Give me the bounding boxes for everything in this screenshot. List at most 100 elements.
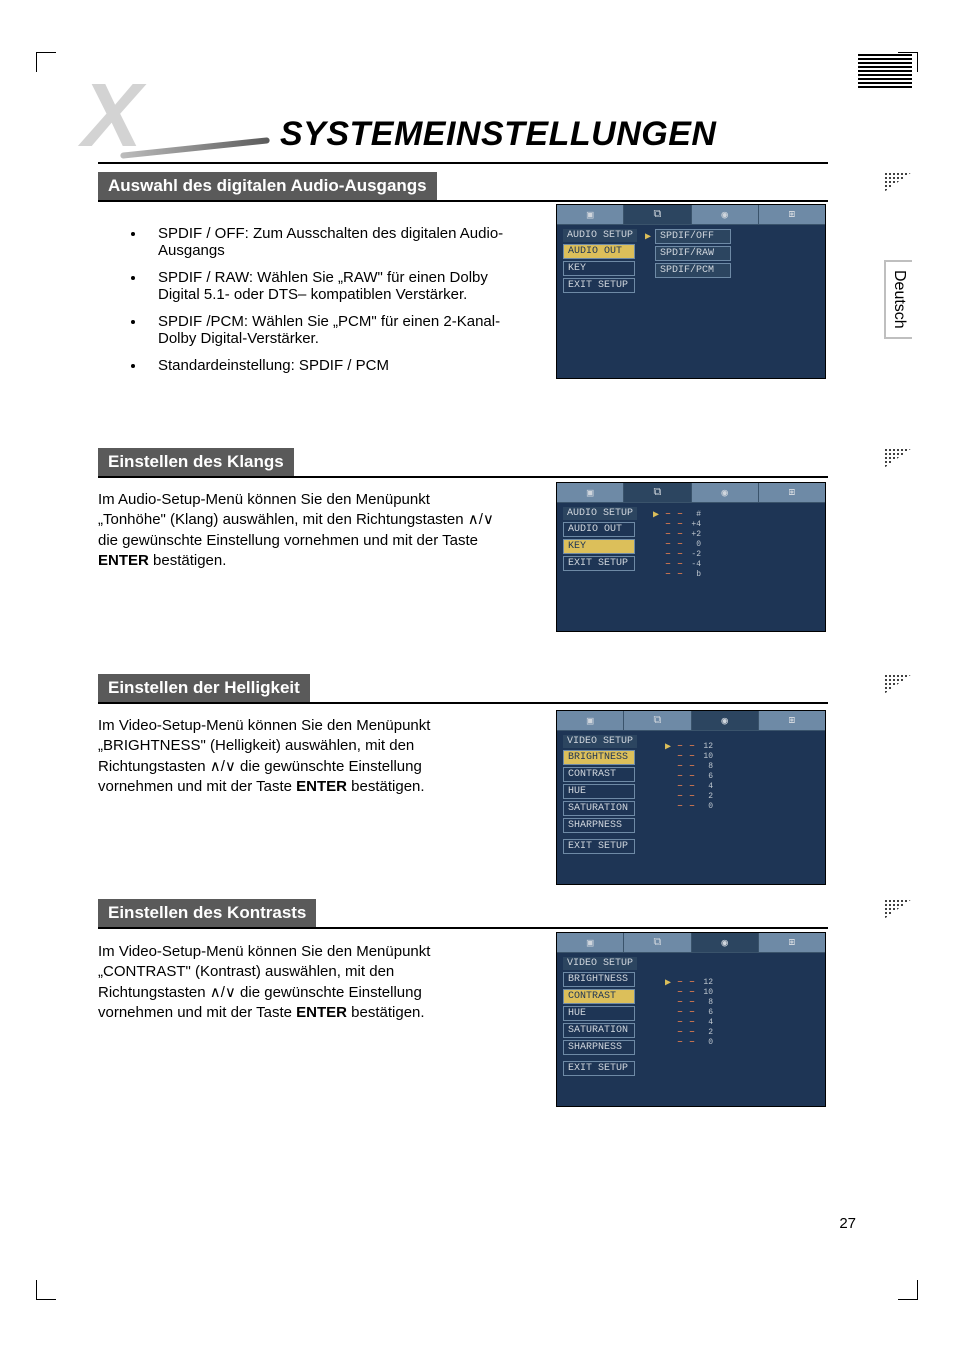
slider-label: 12 <box>701 978 713 987</box>
bullet-item: SPDIF / OFF: Zum Ausschalten des digital… <box>146 225 518 259</box>
osd-sub-item: SPDIF/RAW <box>655 246 731 261</box>
section3-body: Im Video-Setup-Menü können Sie den Menüp… <box>98 716 498 797</box>
osd-tab: ▣ <box>557 933 624 952</box>
osd-menu-item: HUE <box>563 784 635 799</box>
crop-mark-bl <box>36 1280 56 1300</box>
slider-label: b <box>689 570 701 579</box>
slider-label: -2 <box>689 550 701 559</box>
section-heading: Einstellen des Kontrasts <box>98 899 316 927</box>
osd-menu-item: SHARPNESS <box>563 818 635 833</box>
osd-menu-title: VIDEO SETUP <box>563 957 637 970</box>
arrows-glyph: ∧/∨ <box>210 984 236 1001</box>
title-underline <box>98 162 828 164</box>
osd-menu-item: HUE <box>563 1006 635 1021</box>
section-heading: Auswahl des digitalen Audio-Ausgangs <box>98 172 437 200</box>
enter-key-label: ENTER <box>296 1004 347 1021</box>
section-underline <box>98 702 828 704</box>
side-dot-pattern <box>884 172 912 192</box>
section2-body: Im Audio-Setup-Menü können Sie den Menüp… <box>98 490 498 571</box>
osd-menu-item-selected: BRIGHTNESS <box>563 750 635 765</box>
slider-label: 8 <box>701 998 713 1007</box>
osd-tabbar: ▣ ⧉ ◉ ⧆ <box>557 205 825 225</box>
arrows-glyph: ∧/∨ <box>468 511 494 528</box>
osd-menu-item: AUDIO OUT <box>563 522 635 537</box>
text-span: bestätigen. <box>347 778 425 795</box>
slider-label: 12 <box>701 742 713 751</box>
section-audio-out: Auswahl des digitalen Audio-Ausgangs <box>98 172 828 202</box>
text-span: die gewünschte Einstellung vornehmen und… <box>98 532 478 549</box>
section-helligkeit: Einstellen der Helligkeit <box>98 674 828 704</box>
osd-menu-item: EXIT SETUP <box>563 278 635 293</box>
osd-menu-title: VIDEO SETUP <box>563 735 637 748</box>
osd-menu-item-exit: EXIT SETUP <box>563 1061 635 1076</box>
osd-tab: ◉ <box>692 205 759 224</box>
slider-label: 10 <box>701 752 713 761</box>
osd-menu-item-selected: CONTRAST <box>563 989 635 1004</box>
osd-tabbar: ▣ ⧉ ◉ ⧆ <box>557 933 825 953</box>
text-span: bestätigen. <box>347 1004 425 1021</box>
osd-arrow-icon: ▶ <box>653 509 659 521</box>
slider-label: 2 <box>701 792 713 801</box>
osd-tab-active: ⧉ <box>624 205 691 224</box>
text-span: bestätigen. <box>149 552 227 569</box>
side-dot-pattern <box>884 899 912 919</box>
slider-label: 10 <box>701 988 713 997</box>
osd-menu-title: AUDIO SETUP <box>563 229 637 242</box>
osd-menu-item: EXIT SETUP <box>563 556 635 571</box>
osd-menu-item: SHARPNESS <box>563 1040 635 1055</box>
bullet-item: Standardeinstellung: SPDIF / PCM <box>146 357 518 374</box>
osd-tab: ◉ <box>692 483 759 502</box>
osd-menu-item-selected: AUDIO OUT <box>563 244 635 259</box>
osd-sub-item: SPDIF/OFF <box>655 229 731 244</box>
bullet-item: SPDIF /PCM: Wählen Sie „PCM" für einen 2… <box>146 313 518 347</box>
enter-key-label: ENTER <box>296 778 347 795</box>
osd-tab: ⧆ <box>759 205 825 224</box>
osd-tab-active: ◉ <box>692 933 759 952</box>
osd-tab: ⧉ <box>624 711 691 730</box>
osd-sub-item: SPDIF/PCM <box>655 263 731 278</box>
osd-menu-title: AUDIO SETUP <box>563 507 637 520</box>
slider-label: 6 <box>701 772 713 781</box>
slider-label: 4 <box>701 1018 713 1027</box>
osd-slider: ▶ ––12 ––10 ––8 ––6 ––4 ––2 ––0 <box>677 977 713 1047</box>
osd-tab: ⧆ <box>759 933 825 952</box>
osd-tabbar: ▣ ⧉ ◉ ⧆ <box>557 711 825 731</box>
osd-screenshot-contrast: ▣ ⧉ ◉ ⧆ VIDEO SETUP BRIGHTNESS CONTRAST … <box>556 932 826 1107</box>
osd-tab: ⧆ <box>759 711 825 730</box>
slider-label: 0 <box>689 540 701 549</box>
osd-submenu: ▶ SPDIF/OFF SPDIF/RAW SPDIF/PCM <box>655 229 731 280</box>
slider-label: 4 <box>701 782 713 791</box>
section-underline <box>98 927 828 929</box>
swoosh-decoration <box>120 137 270 159</box>
section-heading: Einstellen des Klangs <box>98 448 294 476</box>
section-klang: Einstellen des Klangs <box>98 448 828 478</box>
osd-tab: ⧆ <box>759 483 825 502</box>
page-number: 27 <box>839 1215 856 1232</box>
section4-body: Im Video-Setup-Menü können Sie den Menüp… <box>98 942 498 1023</box>
text-span: Im Audio-Setup-Menü können Sie den Menüp… <box>98 491 468 528</box>
slider-label: # <box>689 510 701 519</box>
slider-label: +4 <box>689 520 701 529</box>
osd-menu-item: SATURATION <box>563 801 635 816</box>
crop-mark-tl <box>36 52 56 72</box>
osd-menu-item: SATURATION <box>563 1023 635 1038</box>
osd-tab: ▣ <box>557 483 624 502</box>
osd-tabbar: ▣ ⧉ ◉ ⧆ <box>557 483 825 503</box>
osd-arrow-icon: ▶ <box>665 977 671 989</box>
section-underline <box>98 200 828 202</box>
page-title: SYSTEMEINSTELLUNGEN <box>280 115 716 154</box>
osd-menu-item: KEY <box>563 261 635 276</box>
bullet-item: SPDIF / RAW: Wählen Sie „RAW" für einen … <box>146 269 518 303</box>
section1-body: SPDIF / OFF: Zum Ausschalten des digital… <box>98 225 518 384</box>
osd-menu-item-exit: EXIT SETUP <box>563 839 635 854</box>
osd-tab: ⧉ <box>624 933 691 952</box>
slider-label: 0 <box>701 802 713 811</box>
osd-menu-item: CONTRAST <box>563 767 635 782</box>
side-ruler-lines <box>858 54 912 90</box>
osd-arrow-icon: ▶ <box>645 231 651 243</box>
slider-label: 0 <box>701 1038 713 1047</box>
osd-tab-active: ◉ <box>692 711 759 730</box>
osd-slider: ▶ ––12 ––10 ––8 ––6 ––4 ––2 ––0 <box>677 741 713 811</box>
arrows-glyph: ∧/∨ <box>210 758 236 775</box>
side-dot-pattern <box>884 448 912 468</box>
